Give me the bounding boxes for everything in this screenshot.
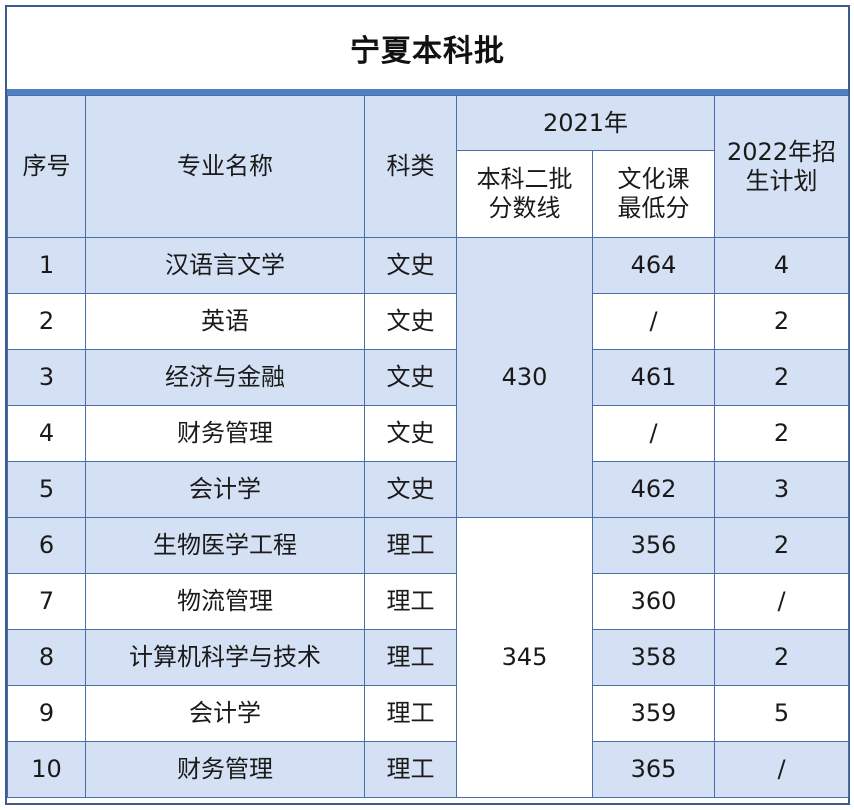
table-title-bar: 宁夏本科批 bbox=[7, 7, 848, 95]
cell-plan: 3 bbox=[714, 461, 850, 518]
header-seq: 序号 bbox=[7, 95, 86, 238]
admission-table: 序号 专业名称 科类 2021年 2022年招 生计划 本科二批 分数线 文化课… bbox=[7, 95, 850, 798]
cell-min-score: 359 bbox=[591, 685, 716, 742]
cell-category: 理工 bbox=[364, 517, 457, 574]
cell-seq: 10 bbox=[7, 741, 86, 798]
cell-cutoff-wenshi: 430 bbox=[456, 237, 593, 518]
table-row: 5 会计学 文史 462 3 bbox=[7, 461, 850, 518]
cell-seq: 1 bbox=[7, 237, 86, 294]
cell-seq: 5 bbox=[7, 461, 86, 518]
cell-min-score: 356 bbox=[591, 517, 716, 574]
cell-seq: 9 bbox=[7, 685, 86, 742]
cell-category: 理工 bbox=[364, 685, 457, 742]
header-plan-line1: 2022年招 bbox=[726, 137, 837, 166]
cell-min-score: 358 bbox=[591, 629, 716, 686]
cell-category: 理工 bbox=[364, 629, 457, 686]
table-row: 8 计算机科学与技术 理工 358 2 bbox=[7, 629, 850, 686]
cell-plan: / bbox=[714, 741, 850, 798]
cell-category: 文史 bbox=[364, 461, 457, 518]
table-row: 10 财务管理 理工 365 / bbox=[7, 741, 850, 798]
header-min-score-line1: 文化课 bbox=[617, 165, 690, 194]
header-min-score: 文化课 最低分 bbox=[591, 150, 716, 238]
cell-seq: 8 bbox=[7, 629, 86, 686]
header-plan-line2: 生计划 bbox=[745, 166, 818, 195]
cell-plan: 5 bbox=[714, 685, 850, 742]
cell-category: 理工 bbox=[364, 573, 457, 630]
table-row: 1 汉语言文学 文史 430 464 4 bbox=[7, 237, 850, 518]
header-cutoff: 本科二批 分数线 bbox=[456, 150, 593, 238]
cell-category: 文史 bbox=[364, 293, 457, 350]
cell-plan: 2 bbox=[714, 405, 850, 462]
cell-seq: 4 bbox=[7, 405, 86, 462]
cell-seq: 2 bbox=[7, 293, 86, 350]
table-row: 7 物流管理 理工 360 / bbox=[7, 573, 850, 630]
cell-major: 汉语言文学 bbox=[85, 237, 365, 294]
admission-table-frame: 宁夏本科批 序号 专业名称 科类 2021年 2022年招 生计划 本科二批 分… bbox=[5, 5, 850, 805]
header-year-2021: 2021年 bbox=[455, 95, 716, 151]
cell-plan: 2 bbox=[714, 293, 850, 350]
cell-category: 文史 bbox=[364, 349, 457, 406]
cell-min-score: 461 bbox=[591, 349, 716, 406]
cell-seq: 3 bbox=[7, 349, 86, 406]
cell-major: 生物医学工程 bbox=[85, 517, 365, 574]
header-cutoff-line2: 分数线 bbox=[488, 194, 561, 222]
cell-major: 财务管理 bbox=[85, 405, 365, 462]
cell-min-score: 462 bbox=[591, 461, 716, 518]
cell-min-score: 360 bbox=[591, 573, 716, 630]
cell-major: 财务管理 bbox=[85, 741, 365, 798]
cell-min-score: 464 bbox=[591, 237, 716, 294]
cell-seq: 6 bbox=[7, 517, 86, 574]
table-row: 3 经济与金融 文史 461 2 bbox=[7, 349, 850, 406]
cell-major: 物流管理 bbox=[85, 573, 365, 630]
cell-major: 会计学 bbox=[85, 461, 365, 518]
cell-plan: 2 bbox=[714, 349, 850, 406]
cell-major: 计算机科学与技术 bbox=[85, 629, 365, 686]
header-major: 专业名称 bbox=[85, 95, 365, 238]
cell-plan: / bbox=[714, 573, 850, 630]
cell-category: 文史 bbox=[364, 405, 457, 462]
table-row: 9 会计学 理工 359 5 bbox=[7, 685, 850, 742]
table-title: 宁夏本科批 bbox=[350, 34, 505, 69]
cell-major: 英语 bbox=[85, 293, 365, 350]
header-plan-2022: 2022年招 生计划 bbox=[714, 95, 850, 238]
cell-cutoff-ligong: 345 bbox=[456, 517, 593, 798]
cell-major: 会计学 bbox=[85, 685, 365, 742]
cell-plan: 2 bbox=[714, 629, 850, 686]
table-row: 4 财务管理 文史 / 2 bbox=[7, 405, 850, 462]
cell-category: 文史 bbox=[364, 237, 457, 294]
table-row: 2 英语 文史 / 2 bbox=[7, 293, 850, 350]
cell-plan: 2 bbox=[714, 517, 850, 574]
header-cutoff-line1: 本科二批 bbox=[476, 165, 573, 194]
cell-plan: 4 bbox=[714, 237, 850, 294]
header-min-score-line2: 最低分 bbox=[617, 194, 690, 222]
cell-category: 理工 bbox=[364, 741, 457, 798]
header-category: 科类 bbox=[364, 95, 457, 238]
cell-seq: 7 bbox=[7, 573, 86, 630]
table-row: 6 生物医学工程 理工 345 356 2 bbox=[7, 517, 850, 798]
cell-min-score: 365 bbox=[591, 741, 716, 798]
cell-major: 经济与金融 bbox=[85, 349, 365, 406]
cell-min-score: / bbox=[591, 293, 716, 350]
cell-min-score: / bbox=[591, 405, 716, 462]
